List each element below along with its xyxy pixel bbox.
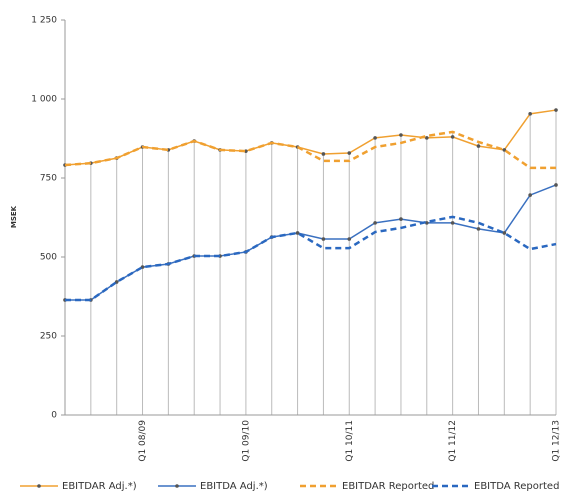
legend-label: EBITDA Reported [474,481,559,492]
x-tick-label: Q1 09/10 [241,420,251,462]
y-tick-label: 0 [51,411,57,421]
y-axis-label: MSEK [10,205,18,228]
point [295,231,300,235]
point [476,144,481,148]
legend-marker [37,484,41,488]
y-tick-label: 750 [40,174,57,184]
point [450,221,455,225]
point [554,108,558,112]
point [399,217,403,221]
legend-marker [175,484,179,488]
y-tick-label: 1 000 [31,95,57,105]
legend-label: EBITDA Adj.*) [200,481,268,492]
point [321,237,326,241]
point [347,237,352,241]
series-line [64,130,556,170]
point [528,112,532,116]
point [502,231,507,235]
point [399,133,403,137]
legend-label: EBITDAR Reported [342,481,434,492]
x-tick-label: Q1 08/09 [138,420,148,462]
point [114,280,119,284]
y-tick-label: 250 [40,332,57,342]
point [476,227,481,231]
point [554,183,558,187]
legend-label: EBITDAR Adj.*) [62,481,137,492]
point [450,135,455,139]
point [424,221,429,225]
series-line [64,109,557,166]
series-line [65,215,557,302]
y-tick-label: 500 [40,253,57,263]
point [528,193,532,197]
x-tick-label: Q1 12/13 [552,420,562,462]
point [502,148,507,152]
x-tick-label: Q1 11/12 [448,420,458,462]
point [321,152,326,156]
point [424,136,429,140]
point [373,136,377,140]
series-line [65,184,557,301]
x-tick-label: Q1 10/11 [345,420,355,462]
y-tick-label: 1 250 [31,16,57,26]
point [347,151,352,155]
point [373,221,377,225]
